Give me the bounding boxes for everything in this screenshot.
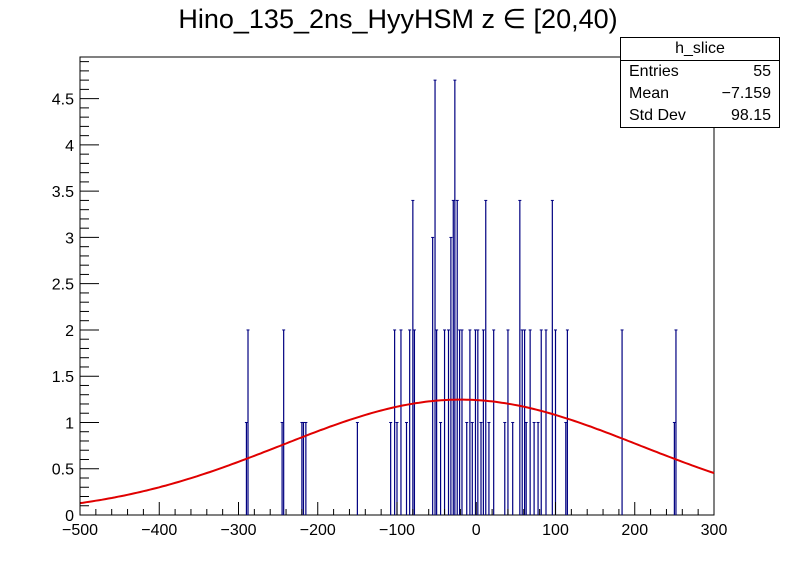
y-tick-label: 0 <box>65 508 74 525</box>
x-tick-label: 300 <box>701 522 728 539</box>
x-tick-label: 200 <box>621 522 648 539</box>
y-tick-label: 2.5 <box>52 277 74 294</box>
stats-label: Mean <box>629 85 670 102</box>
y-axis: 0 0.5 1 1.5 2 2.5 3 3.5 4 4.5 <box>52 61 99 525</box>
stats-value: −7.159 <box>721 85 771 102</box>
y-tick-label: 1.5 <box>52 369 74 386</box>
gaussian-fit-curve <box>79 398 715 505</box>
y-tick-label: 3 <box>65 230 74 247</box>
x-tick-label: −100 <box>379 522 415 539</box>
x-tick-label: 100 <box>542 522 569 539</box>
y-tick-label: 4.5 <box>52 92 74 109</box>
stats-label: Std Dev <box>629 107 686 124</box>
histogram-bars <box>244 79 678 515</box>
y-tick-label: 4 <box>65 138 74 155</box>
y-tick-label: 3.5 <box>52 184 74 201</box>
stats-value: 98.15 <box>730 107 771 124</box>
stats-box: h_slice Entries 55 Mean −7.159 Std Dev 9… <box>620 37 780 128</box>
x-tick-label: −300 <box>220 522 256 539</box>
stats-value: 55 <box>753 63 771 80</box>
x-tick-label: −400 <box>141 522 177 539</box>
x-tick-label: −500 <box>62 522 98 539</box>
y-tick-label: 2 <box>65 323 74 340</box>
x-tick-label: −200 <box>300 522 336 539</box>
x-axis: −500 −400 −300 −200 −100 0 100 200 300 <box>62 502 727 539</box>
stats-row-std-dev: Std Dev 98.15 <box>621 105 779 127</box>
chart-title: Hino_135_2ns_HyyHSM z ∈ [20,40) <box>178 4 618 34</box>
stats-header: h_slice <box>621 38 779 61</box>
stats-row-mean: Mean −7.159 <box>621 83 779 105</box>
y-tick-label: 0.5 <box>52 462 74 479</box>
stats-row-entries: Entries 55 <box>621 61 779 83</box>
x-tick-label: 0 <box>472 522 481 539</box>
stats-label: Entries <box>629 63 679 80</box>
y-tick-label: 1 <box>65 415 74 432</box>
